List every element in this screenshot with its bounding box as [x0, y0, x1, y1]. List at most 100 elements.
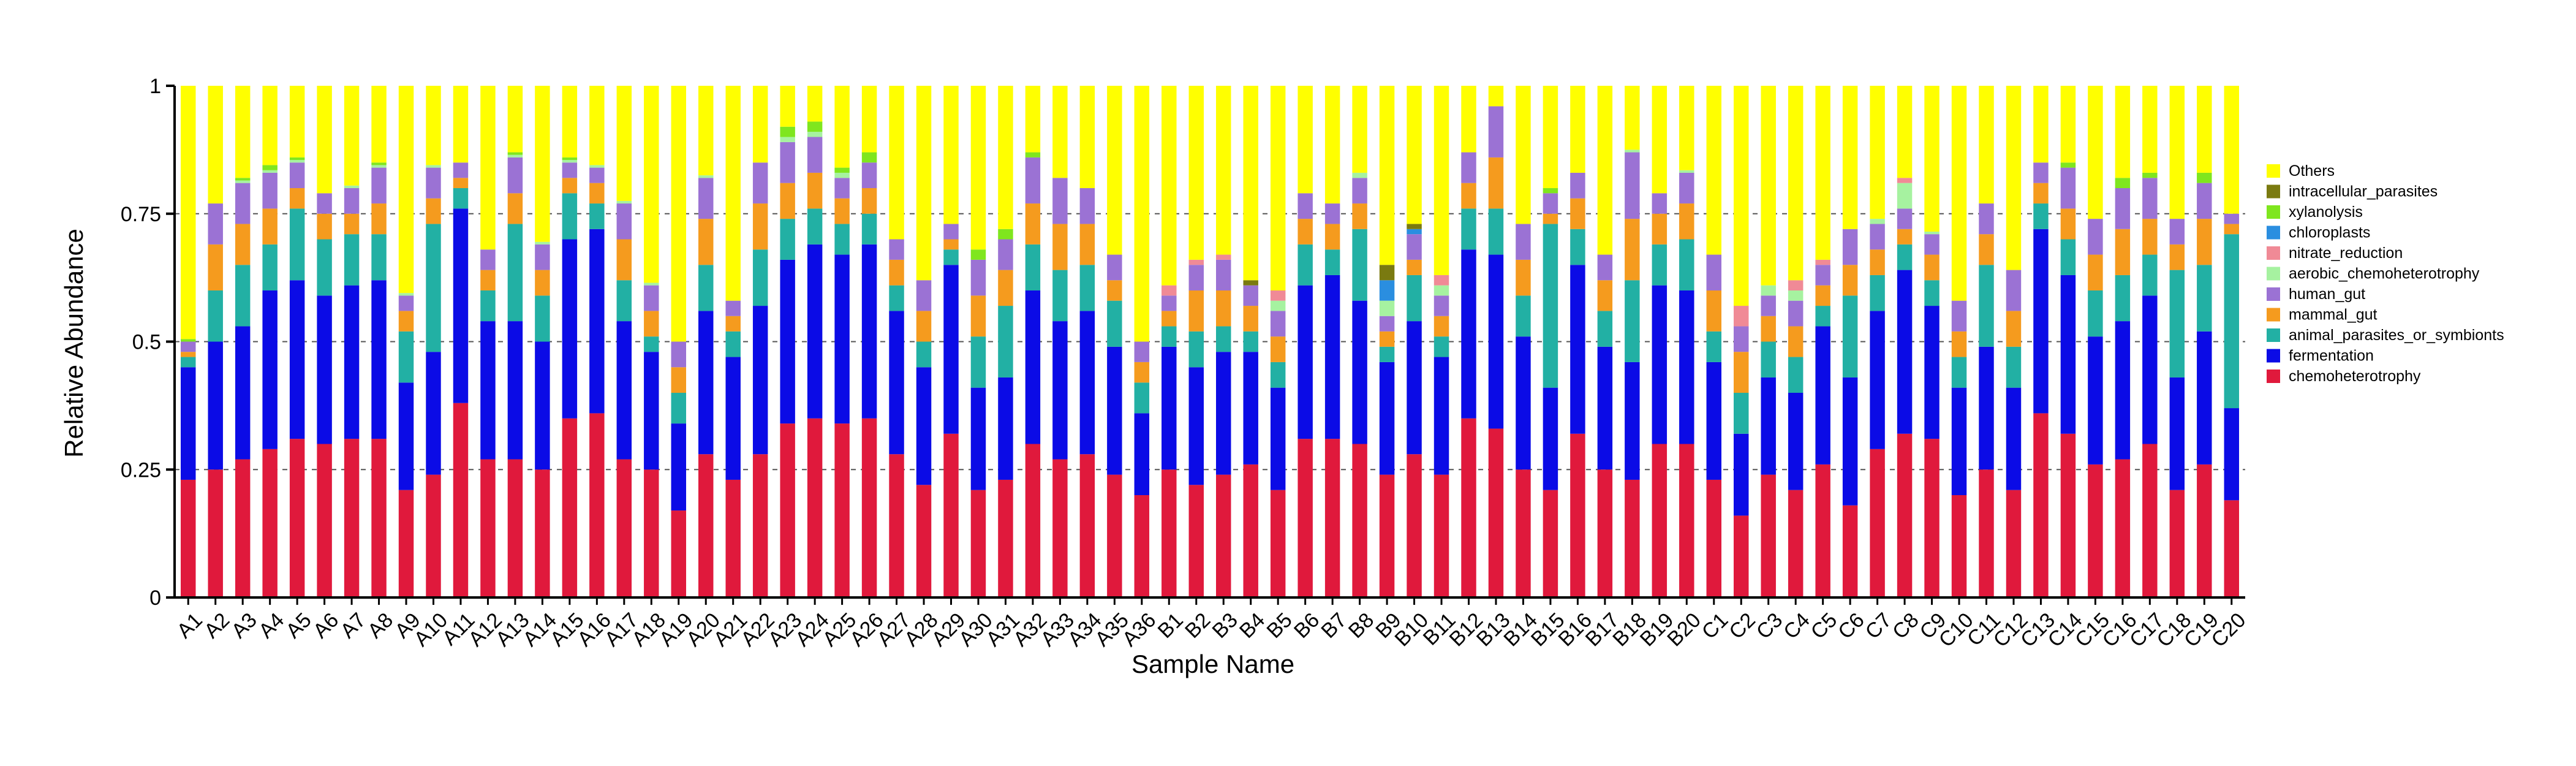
bar-segment	[453, 162, 469, 178]
bar-segment	[1570, 433, 1585, 597]
bar-segment	[1052, 178, 1068, 224]
bar-segment	[2224, 213, 2239, 224]
bar-segment	[2006, 387, 2022, 490]
bar-segment	[1270, 362, 1286, 388]
legend-label: nitrate_reduction	[2289, 245, 2403, 262]
bar-segment	[1734, 306, 1749, 327]
bar-segment	[2006, 490, 2022, 597]
bar-segment	[725, 300, 741, 316]
bar-segment	[1107, 346, 1122, 475]
bar-segment	[181, 339, 196, 342]
bar-segment	[1815, 464, 1830, 597]
y-tick-label: 0.75	[121, 203, 161, 226]
bar-segment	[616, 239, 632, 281]
bar-segment	[371, 167, 387, 204]
bar-segment	[1788, 290, 1804, 301]
bar-segment	[1979, 346, 1994, 470]
bar-segment	[1979, 203, 1994, 235]
bar-segment	[1597, 346, 1613, 470]
legend-swatch	[2267, 328, 2280, 342]
bar-segment	[2142, 254, 2158, 296]
bar-segment	[1216, 474, 1231, 597]
bar-segment	[2115, 188, 2131, 229]
bar-segment	[453, 188, 469, 209]
bar-segment	[1815, 259, 1830, 265]
bar-segment	[1216, 86, 1231, 255]
bar-segment	[1025, 203, 1041, 245]
bar-segment	[1270, 300, 1286, 311]
bar-segment	[262, 172, 278, 209]
bar-segment	[916, 311, 932, 342]
bar-segment	[1134, 413, 1150, 495]
bar-segment	[535, 86, 550, 242]
y-tick-labels: 0 0.25 0.5 0.75 1	[121, 75, 175, 610]
bar-segment	[1324, 203, 1340, 224]
bar-segment	[535, 244, 550, 270]
bar-segment	[371, 234, 387, 281]
bar-segment	[1324, 439, 1340, 597]
y-tick-label: 1	[149, 75, 161, 98]
bar-segment	[698, 86, 714, 176]
bar-segment	[2088, 464, 2103, 597]
bar-segment	[1815, 285, 1830, 306]
bar-segment	[235, 224, 251, 265]
legend-label: intracellular_parasites	[2289, 183, 2438, 200]
bar-segment	[1652, 213, 1668, 245]
bar-segment	[2006, 311, 2022, 347]
bar-segment	[562, 418, 578, 597]
bar-segment	[1924, 254, 1940, 281]
bar-segment	[2033, 183, 2049, 204]
bar-segment	[480, 249, 496, 270]
bar-segment	[1052, 459, 1068, 597]
bar-segment	[1924, 439, 1940, 597]
bar-segment	[181, 352, 196, 357]
bar-segment	[262, 208, 278, 245]
bar-segment	[1951, 495, 1967, 597]
bar-segment	[1652, 244, 1668, 286]
bar-segment	[2197, 183, 2212, 219]
legend-item: aerobic_chemoheterotrophy	[2267, 265, 2480, 283]
bar-segment	[562, 193, 578, 240]
bar-segment	[1433, 474, 1449, 597]
bar-segment	[1161, 346, 1177, 470]
bar-segment	[861, 213, 877, 245]
bar-segment	[1516, 259, 1531, 296]
legend-swatch	[2267, 184, 2280, 199]
bar-segment	[1407, 259, 1422, 275]
bar-segment	[1597, 254, 1613, 281]
bar-segment	[181, 86, 196, 339]
bar-segment	[2033, 413, 2049, 597]
bar-segment	[344, 185, 360, 188]
legend-swatch	[2267, 205, 2280, 219]
bar-segment	[1897, 178, 1913, 183]
bar-segment	[1951, 357, 1967, 388]
bar-segment	[1706, 479, 1721, 597]
bar-segment	[1706, 86, 1721, 255]
bar-segment	[1788, 326, 1804, 357]
bar-segment	[1734, 86, 1749, 306]
bar-segment	[1897, 433, 1913, 597]
bar-segment	[780, 183, 795, 219]
bar-segment	[998, 479, 1013, 597]
bar-segment	[2088, 290, 2103, 337]
x-tick-label: C20	[2207, 609, 2250, 652]
bar-segment	[2033, 162, 2049, 183]
bar-segment	[2224, 500, 2239, 597]
bar-segment	[507, 321, 523, 460]
bar-segment	[1979, 86, 1994, 204]
bar-segment	[1188, 259, 1204, 265]
bar-segment	[807, 137, 823, 173]
bar-segment	[398, 293, 414, 296]
bar-segment	[1951, 86, 1967, 301]
bar-segment	[970, 387, 986, 490]
bar-segment	[1352, 172, 1367, 178]
bar-segment	[1543, 193, 1558, 214]
bar-segment	[1407, 234, 1422, 260]
bar-segment	[1433, 275, 1449, 286]
bar-segment	[861, 188, 877, 214]
bar-segment	[725, 479, 741, 597]
bar-segment	[1979, 469, 1994, 597]
bar-segment	[562, 239, 578, 419]
bar-segment	[208, 244, 223, 290]
bar-segment	[289, 162, 305, 188]
